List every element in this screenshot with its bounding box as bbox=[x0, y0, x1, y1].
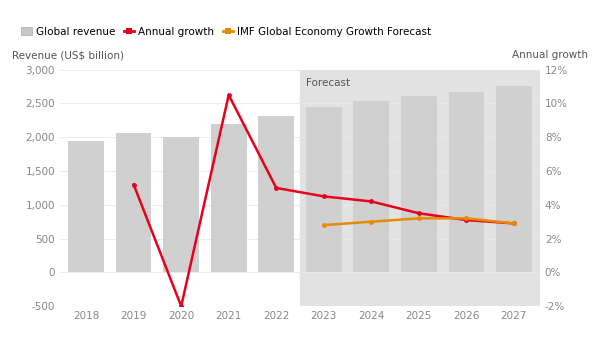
Bar bbox=[306, 107, 341, 272]
Bar bbox=[116, 133, 151, 272]
Bar bbox=[496, 86, 532, 272]
Bar bbox=[163, 136, 199, 272]
Text: Forecast: Forecast bbox=[306, 78, 350, 88]
Bar bbox=[401, 96, 437, 272]
Bar bbox=[449, 92, 484, 272]
Legend: Global revenue, Annual growth, IMF Global Economy Growth Forecast: Global revenue, Annual growth, IMF Globa… bbox=[17, 22, 436, 41]
Bar bbox=[259, 116, 294, 272]
Text: Revenue (US$ billion): Revenue (US$ billion) bbox=[12, 50, 124, 60]
Bar bbox=[68, 141, 104, 272]
Bar bbox=[211, 124, 247, 272]
Text: Annual growth: Annual growth bbox=[512, 50, 588, 60]
Bar bbox=[300, 70, 540, 306]
Bar bbox=[353, 101, 389, 272]
